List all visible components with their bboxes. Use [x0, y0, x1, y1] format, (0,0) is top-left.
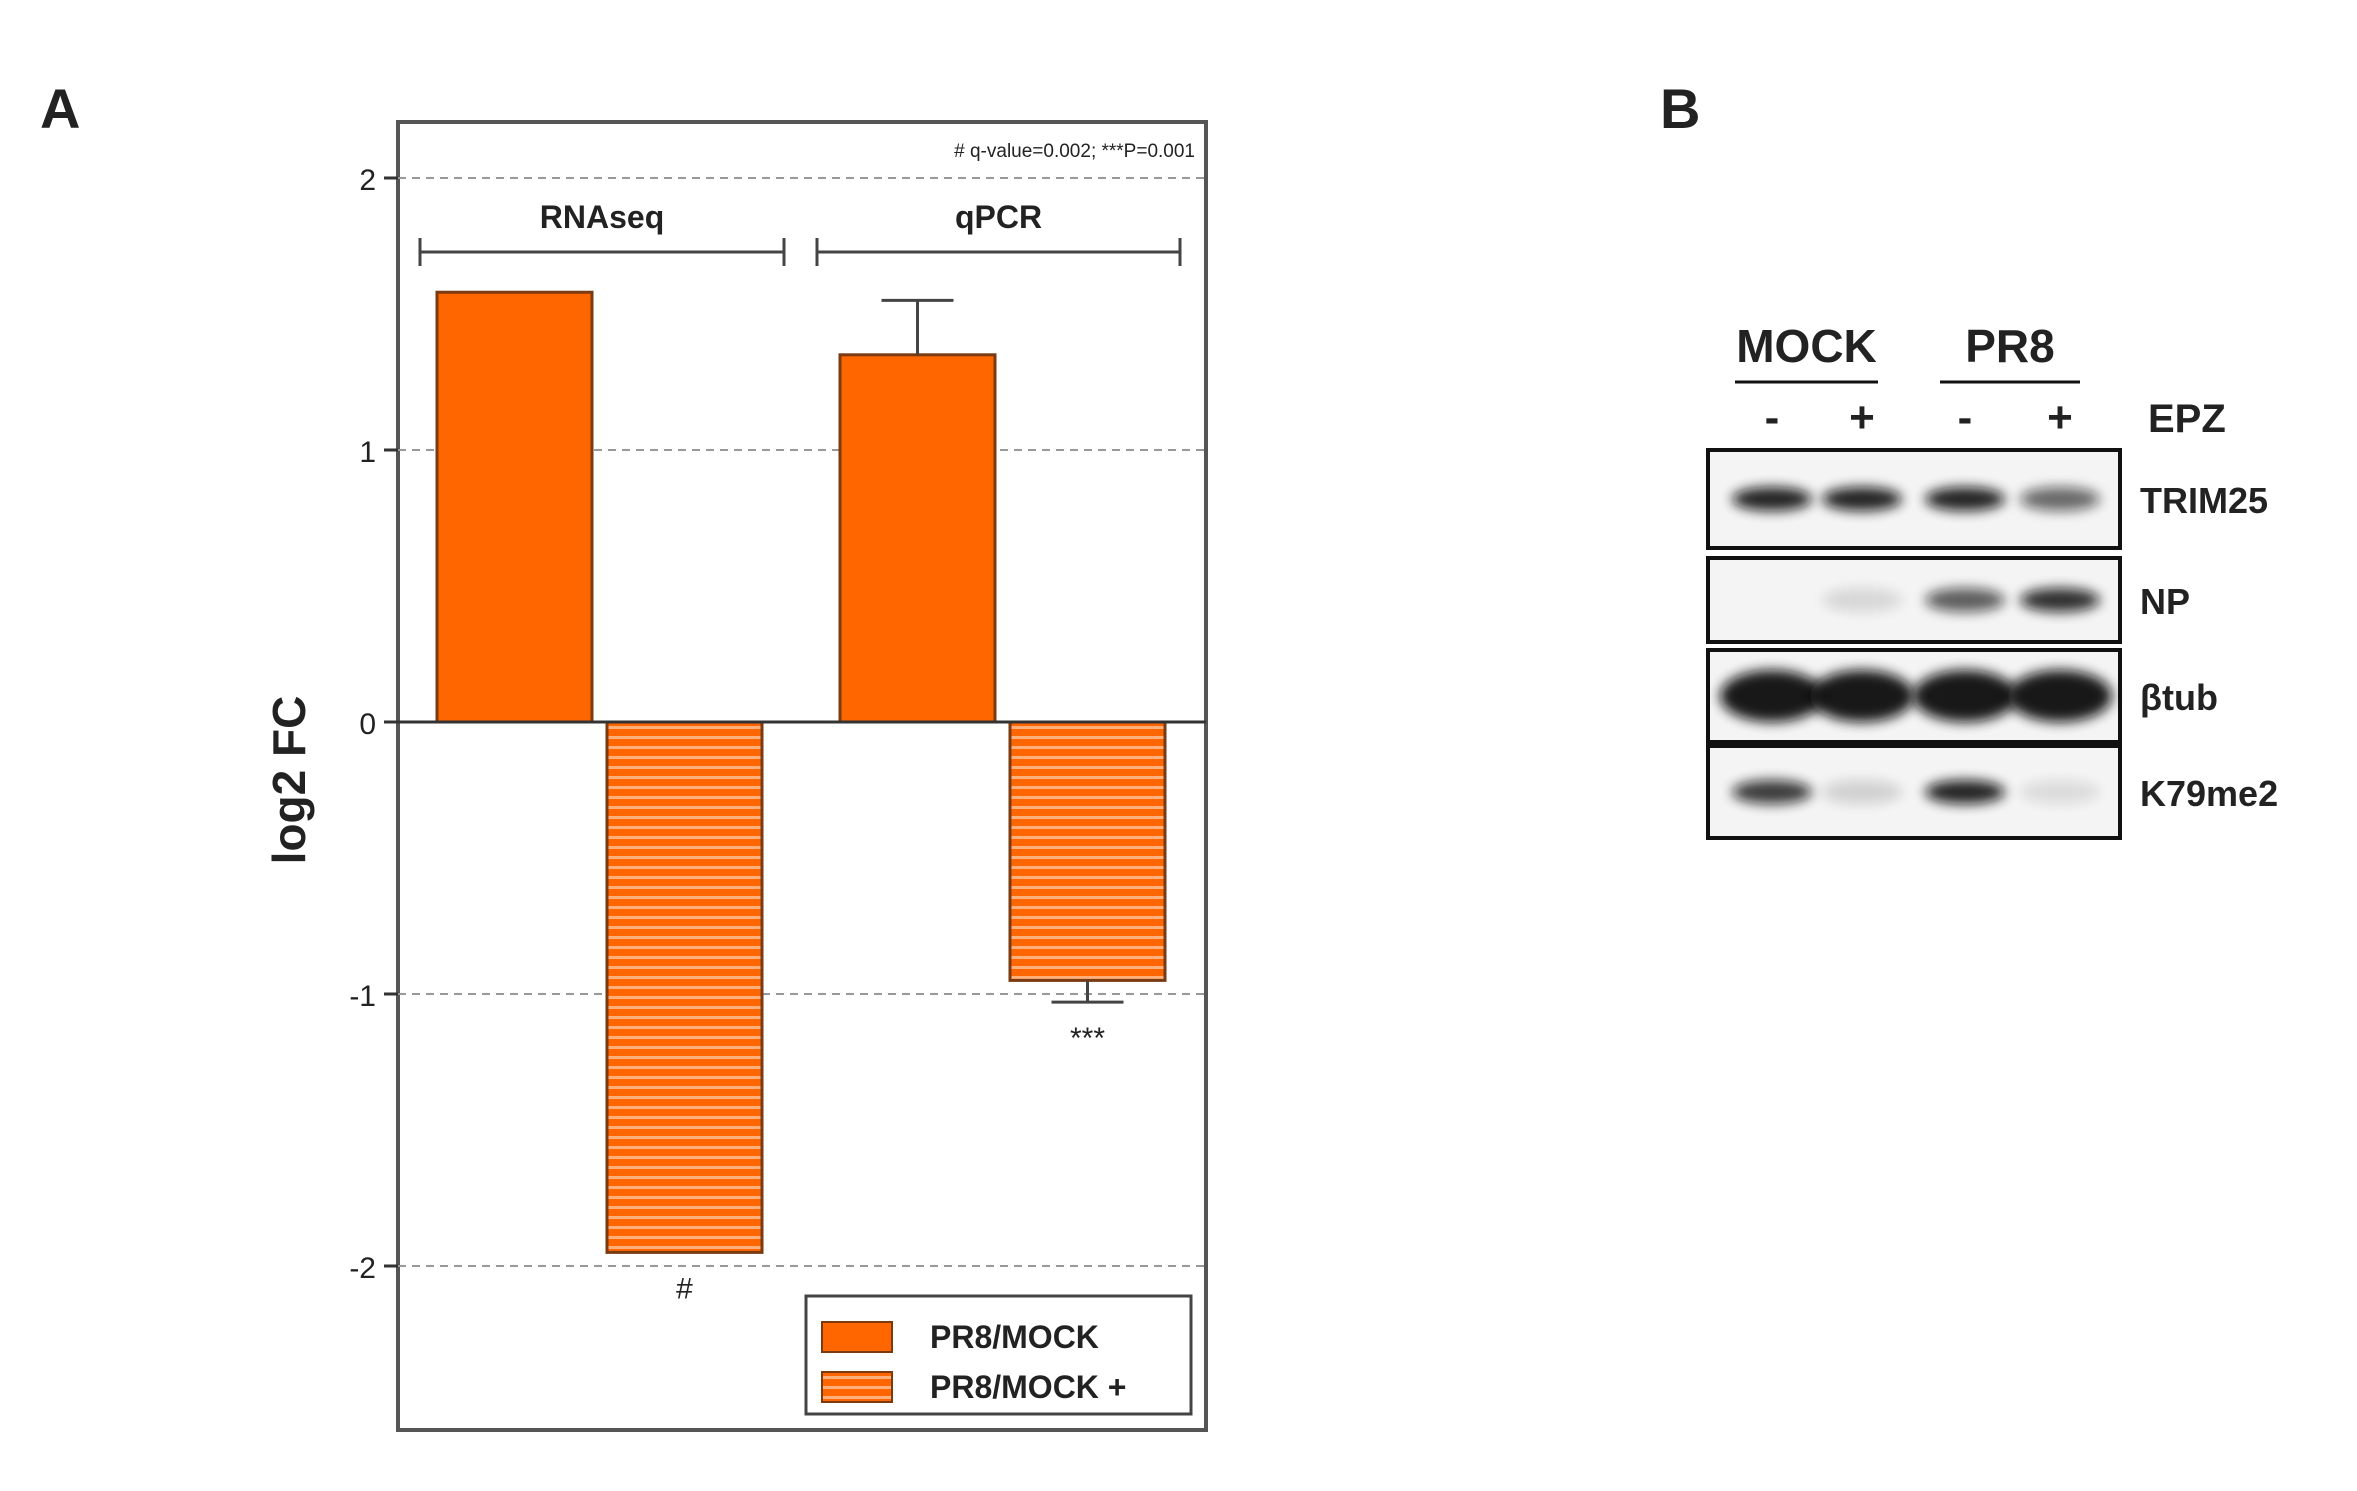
gridlines	[398, 177, 1206, 1267]
blot-band	[2020, 588, 2100, 612]
blot-band	[1732, 780, 1812, 804]
blot-band	[1732, 487, 1812, 511]
group-label: qPCR	[955, 199, 1042, 235]
blot-row-np: NP	[1706, 556, 2190, 644]
blot-band	[1822, 487, 1902, 511]
y-axis: 2 1 0 -1 -2	[349, 164, 398, 1285]
significance-note: # q-value=0.002; ***P=0.001	[954, 141, 1195, 162]
blot-band	[1925, 780, 2005, 804]
group-brackets: RNAseq qPCR	[418, 199, 1182, 266]
bar-qpcr-pr8-mock	[838, 353, 997, 724]
y-tick-label: 2	[359, 164, 376, 197]
blot-band	[1925, 588, 2005, 612]
blot-row-label: βtub	[2140, 677, 2218, 718]
y-tick-label: -1	[349, 980, 376, 1013]
blot-band	[1810, 670, 1914, 722]
legend-label: PR8/MOCK	[930, 1319, 1099, 1355]
blot-band	[2008, 670, 2112, 722]
legend-swatch	[821, 1371, 893, 1403]
bar-qpcr-pr8-mock-plus	[1008, 720, 1167, 982]
blot-band	[2020, 780, 2100, 804]
lane-sign: +	[1849, 393, 1875, 442]
blot-band	[1925, 487, 2005, 511]
y-tick-label: 0	[359, 708, 376, 741]
blot-row-k79me2: K79me2	[1706, 744, 2278, 840]
significance-mark: #	[676, 1272, 693, 1305]
blot-group-label: PR8	[1965, 320, 2054, 372]
blot-band	[1913, 670, 2017, 722]
lane-sign: +	[2047, 393, 2073, 442]
blot-band	[1822, 588, 1902, 612]
y-axis-label: log2 FC	[263, 696, 315, 865]
western-blot: MOCK - + PR8 - + EPZ TRIM25 NP βtub K79me2	[1706, 320, 2278, 840]
group-label: RNAseq	[540, 199, 664, 235]
blot-row-trim25: TRIM25	[1706, 448, 2268, 550]
bar-rnaseq-pr8-mock	[435, 290, 594, 724]
bars: # ***	[435, 290, 1167, 1305]
treatment-label: EPZ	[2148, 397, 2226, 441]
y-tick-label: -2	[349, 1252, 376, 1285]
lane-sign: -	[1765, 393, 1780, 442]
blot-row-βtub: βtub	[1706, 648, 2218, 744]
blot-group-label: MOCK	[1736, 320, 1877, 372]
y-tick-label: 1	[359, 436, 376, 469]
legend: PR8/MOCK PR8/MOCK +	[804, 1294, 1193, 1416]
bar-chart: 2 1 0 -1 -2 log2 FC # q-value=0.002; ***P=0.…	[263, 120, 1208, 1432]
lane-sign: -	[1958, 393, 1973, 442]
blot-band	[2020, 487, 2100, 511]
legend-swatch	[821, 1321, 893, 1353]
panel-label-a: A	[40, 77, 80, 140]
bar-rnaseq-pr8-mock-plus	[605, 720, 764, 1254]
panel-label-b: B	[1660, 77, 1700, 140]
legend-label: PR8/MOCK +	[930, 1369, 1126, 1405]
significance-mark: ***	[1070, 1022, 1105, 1055]
blot-row-label: K79me2	[2140, 773, 2278, 814]
blot-row-label: TRIM25	[2140, 480, 2268, 521]
blot-row-label: NP	[2140, 581, 2190, 622]
blot-band	[1822, 780, 1902, 804]
blot-band	[1720, 670, 1824, 722]
